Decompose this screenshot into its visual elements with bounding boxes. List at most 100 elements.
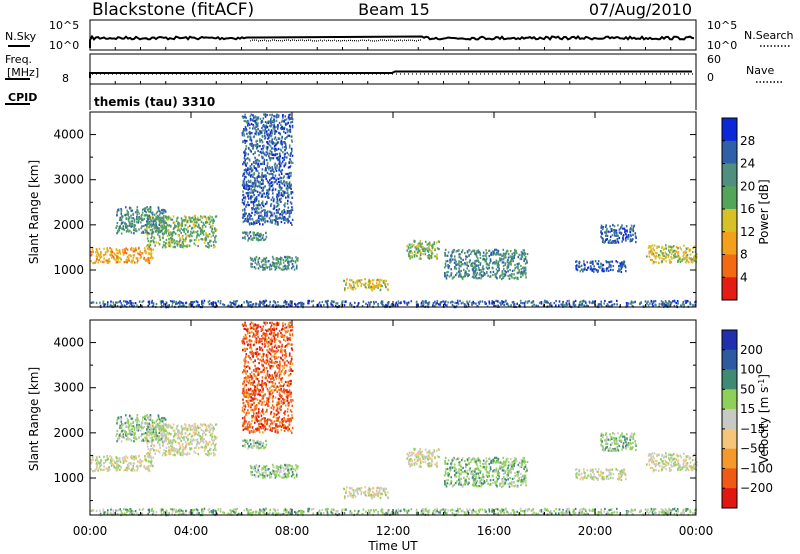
power-cell: [248, 171, 251, 174]
power-cell: [288, 124, 291, 127]
power-cell: [601, 240, 604, 243]
power-cell: [141, 218, 143, 222]
power-cell: [542, 303, 545, 306]
power-cell: [116, 222, 119, 225]
power-cell: [152, 302, 155, 305]
power-cell: [477, 277, 479, 280]
power-cell: [672, 250, 675, 253]
power-cell: [263, 162, 265, 165]
power-cell: [92, 261, 95, 265]
power-cell: [295, 266, 298, 269]
power-cell: [165, 242, 167, 245]
power-cell: [278, 180, 281, 183]
power-cell: [123, 300, 125, 303]
power-cell: [180, 217, 183, 220]
power-cell: [253, 184, 255, 187]
power-cell: [264, 209, 266, 212]
power-cell: [524, 300, 527, 303]
power-cell: [266, 148, 269, 151]
velocity-cell: [172, 423, 175, 426]
power-cell: [268, 217, 271, 220]
power-cell: [193, 242, 196, 245]
power-cell: [146, 237, 149, 240]
power-cell: [171, 300, 174, 303]
power-cell: [589, 301, 591, 304]
power-cell: [118, 249, 121, 252]
power-cell: [657, 255, 660, 258]
power-cell: [179, 224, 182, 227]
power-cell: [694, 255, 696, 258]
power-cell: [492, 253, 495, 256]
velocity-cell: [119, 468, 121, 471]
power-cell: [102, 254, 105, 257]
velocity-cell: [199, 435, 201, 438]
power-cell: [542, 304, 545, 308]
power-cell: [452, 250, 454, 253]
power-cell: [356, 280, 359, 283]
power-cell: [124, 251, 126, 254]
power-cell: [607, 260, 609, 264]
power-cell: [244, 113, 246, 116]
power-cell: [682, 302, 685, 305]
power-cell: [458, 262, 460, 265]
power-cell: [165, 215, 167, 218]
power-cell: [264, 134, 266, 137]
power-cell: [458, 256, 461, 259]
power-cell: [627, 237, 629, 240]
power-cell: [648, 250, 651, 253]
power-cell: [625, 237, 627, 240]
velocity-cell: [100, 459, 103, 462]
power-cell: [600, 226, 603, 229]
power-cell: [153, 225, 156, 228]
velocity-cell: [94, 469, 96, 472]
power-cell: [458, 267, 460, 270]
velocity-cell: [149, 452, 152, 455]
power-cell: [457, 301, 459, 304]
power-cell: [288, 183, 291, 186]
velocity-cell: [173, 434, 175, 438]
power-cell: [452, 249, 455, 252]
power-cell: [280, 141, 282, 144]
power-cell: [264, 195, 267, 199]
power-cell: [407, 247, 410, 250]
power-cell: [498, 267, 500, 270]
power-cell: [277, 189, 280, 192]
power-cell: [250, 300, 252, 304]
velocity-cell: [136, 464, 138, 468]
power-cell: [281, 126, 283, 129]
power-cell: [361, 305, 364, 308]
power-cell: [504, 270, 506, 273]
power-cell: [419, 243, 422, 246]
power-cell: [129, 300, 132, 303]
power-cell: [509, 255, 512, 259]
velocity-cell: [186, 453, 188, 456]
power-cell: [250, 173, 253, 177]
power-cell: [618, 236, 621, 240]
power-cell: [617, 241, 620, 244]
power-cell: [261, 236, 264, 239]
power-cell: [386, 304, 388, 307]
power-cell: [446, 259, 449, 263]
power-cell: [187, 234, 189, 237]
power-cell: [263, 192, 265, 195]
power-cell: [651, 244, 654, 247]
power-cell: [270, 129, 273, 132]
velocity-cell: [124, 457, 126, 460]
power-cell: [307, 302, 309, 305]
power-cell: [608, 239, 611, 242]
power-cell: [127, 212, 130, 215]
power-cell: [250, 175, 252, 178]
velocity-cell: [122, 436, 124, 439]
velocity-cell: [198, 442, 200, 445]
power-cell: [424, 250, 426, 253]
power-cell: [466, 300, 468, 303]
power-cell: [425, 301, 427, 304]
power-cell: [282, 116, 284, 119]
power-cell: [419, 239, 422, 243]
power-cell: [419, 242, 421, 245]
power-cell: [281, 141, 283, 144]
power-cell: [653, 249, 655, 252]
power-cell: [242, 116, 245, 119]
power-cell: [120, 212, 123, 215]
power-cell: [103, 260, 105, 263]
